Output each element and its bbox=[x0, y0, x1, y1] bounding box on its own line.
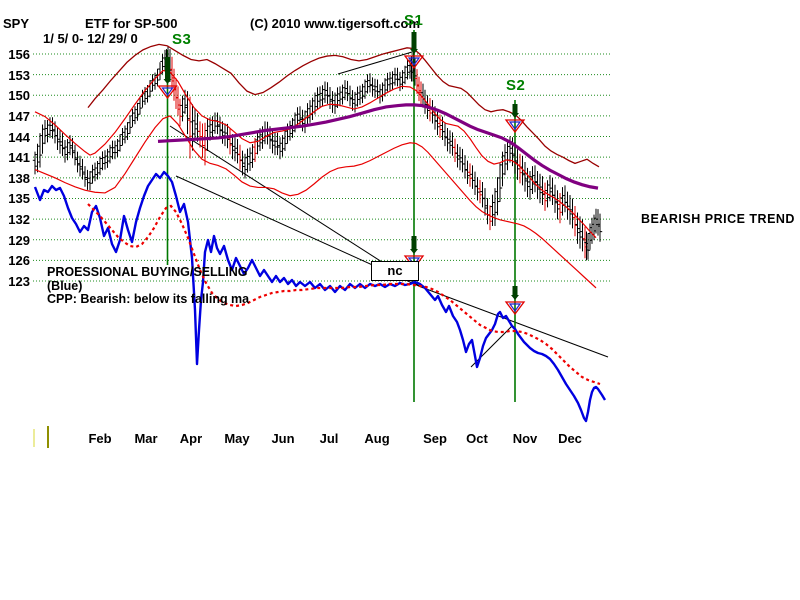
y-axis-label-135: 135 bbox=[8, 191, 30, 207]
sell-arrow-icon bbox=[157, 57, 178, 100]
month-label-feb: Feb bbox=[88, 431, 112, 446]
nc-flag-box: nc bbox=[371, 261, 419, 281]
y-axis-label-150: 150 bbox=[8, 88, 30, 104]
month-label-apr: Apr bbox=[179, 431, 203, 446]
signal-vertical-lines bbox=[166, 30, 516, 402]
y-axis-label-129: 129 bbox=[8, 232, 30, 248]
y-axis-label-126: 126 bbox=[8, 253, 30, 269]
trendlines bbox=[169, 51, 609, 368]
sell-arrow-icon bbox=[403, 32, 425, 70]
y-axis-label-147: 147 bbox=[8, 108, 30, 124]
month-label-dec: Dec bbox=[558, 431, 582, 446]
bearish-trend-note: BEARISH PRICE TREND bbox=[641, 212, 795, 226]
cpp-annotation-line3: CPP: Bearish: below its falling ma bbox=[47, 292, 250, 306]
ticker-symbol: SPY bbox=[3, 16, 30, 31]
bottom-left-ticks bbox=[33, 426, 49, 448]
month-label-nov: Nov bbox=[512, 431, 538, 446]
signal-label-s1: S1 bbox=[404, 12, 424, 29]
y-axis-label-153: 153 bbox=[8, 67, 30, 83]
y-axis-label-138: 138 bbox=[8, 170, 30, 186]
month-label-jul: Jul bbox=[319, 431, 339, 446]
y-axis-label-156: 156 bbox=[8, 47, 30, 62]
upper-band-line bbox=[87, 43, 600, 168]
purple-ma-line bbox=[157, 103, 599, 190]
month-label-jun: Jun bbox=[271, 431, 295, 446]
y-axis-label-144: 144 bbox=[8, 129, 30, 145]
month-label-mar: Mar bbox=[134, 431, 158, 446]
y-axis-label-132: 132 bbox=[8, 212, 30, 228]
chart-title: ETF for SP-500 bbox=[85, 16, 178, 31]
month-label-oct: Oct bbox=[466, 431, 488, 446]
month-label-sep: Sep bbox=[423, 431, 447, 446]
sell-arrow-icon bbox=[504, 286, 526, 316]
date-range: 1/ 5/ 0- 12/ 29/ 0 bbox=[43, 31, 138, 46]
cpp-annotation-line2: (Blue) bbox=[47, 279, 83, 293]
cpp-blue-line bbox=[33, 170, 607, 423]
lower-band-line bbox=[34, 115, 597, 289]
month-label-may: May bbox=[224, 431, 250, 446]
y-axis-label-123: 123 bbox=[8, 274, 30, 289]
sell-arrows bbox=[157, 32, 526, 316]
cpp-ma-red-dotted-line bbox=[87, 203, 601, 386]
cpp-annotation-line1: PROESSIONAL BUYING/SELLING bbox=[47, 265, 248, 279]
month-label-aug: Aug bbox=[364, 431, 390, 446]
copyright-text: (C) 2010 www.tigersoft.com bbox=[250, 16, 420, 31]
signal-label-s3: S3 bbox=[172, 31, 192, 48]
y-axis-label-141: 141 bbox=[8, 150, 30, 166]
middle-band-line bbox=[34, 69, 597, 239]
signal-label-s2: S2 bbox=[506, 77, 526, 94]
sell-arrow-icon bbox=[504, 104, 526, 134]
